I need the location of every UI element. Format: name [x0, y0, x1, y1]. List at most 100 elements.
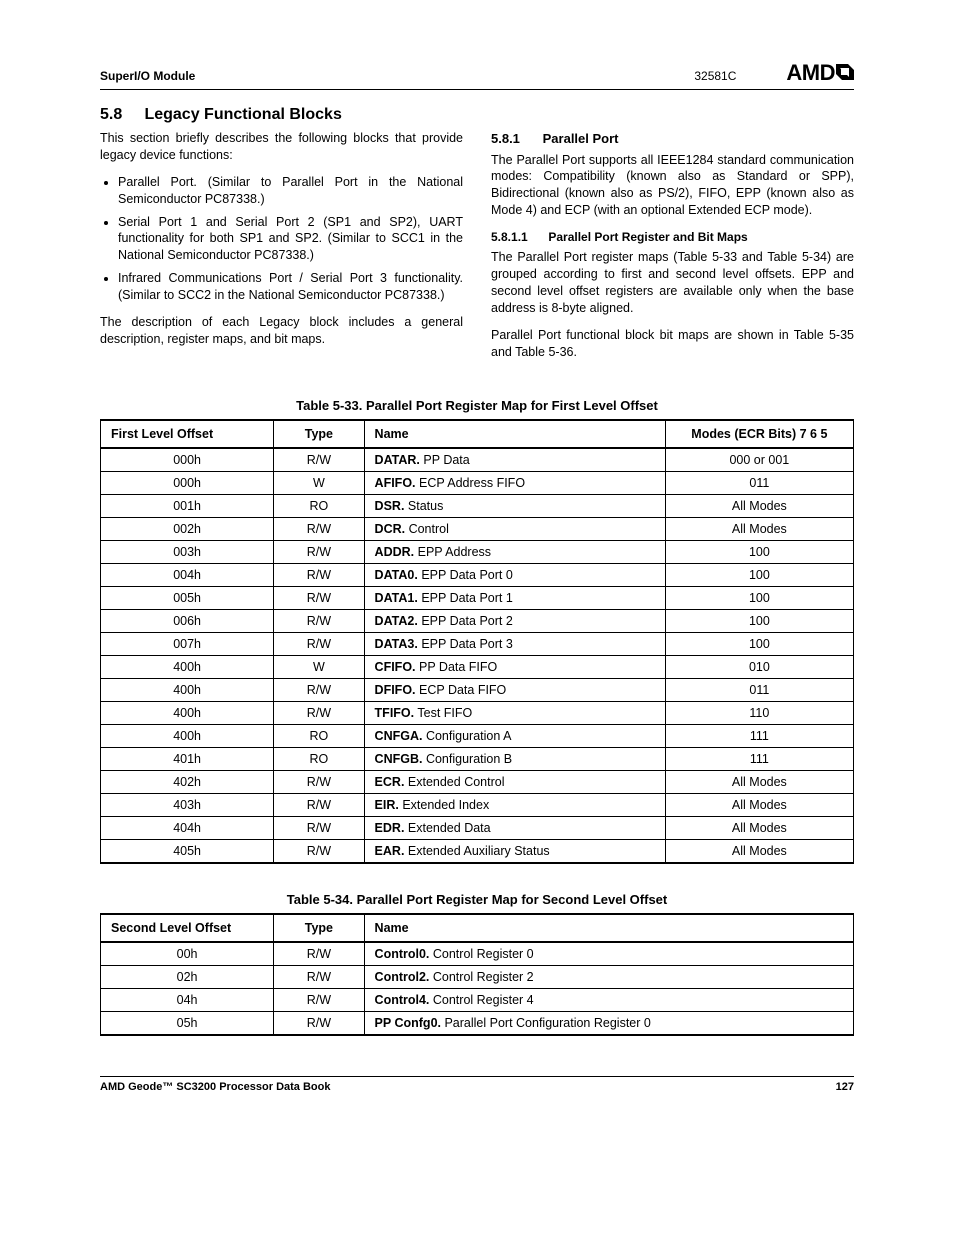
- header-docnum: 32581C: [694, 69, 736, 83]
- table-row: 005hR/WDATA1. EPP Data Port 1100: [101, 587, 854, 610]
- cell-name: TFIFO. Test FIFO: [364, 702, 665, 725]
- table-header-row: Second Level Offset Type Name: [101, 914, 854, 942]
- cell-type: R/W: [274, 771, 364, 794]
- cell-offset: 403h: [101, 794, 274, 817]
- cell-name: DATA0. EPP Data Port 0: [364, 564, 665, 587]
- cell-modes: 110: [665, 702, 853, 725]
- cell-modes: 100: [665, 564, 853, 587]
- cell-name: Control0. Control Register 0: [364, 942, 853, 966]
- subsubsection-heading: 5.8.1.1 Parallel Port Register and Bit M…: [491, 229, 854, 245]
- cell-offset: 004h: [101, 564, 274, 587]
- cell-name: DATA3. EPP Data Port 3: [364, 633, 665, 656]
- bullet-item: Serial Port 1 and Serial Port 2 (SP1 and…: [118, 214, 463, 265]
- cell-offset: 00h: [101, 942, 274, 966]
- cell-type: R/W: [274, 989, 364, 1012]
- cell-type: R/W: [274, 518, 364, 541]
- cell-offset: 400h: [101, 702, 274, 725]
- section-number: 5.8: [100, 106, 140, 124]
- cell-name: Control4. Control Register 4: [364, 989, 853, 1012]
- cell-modes: 100: [665, 541, 853, 564]
- cell-name: EAR. Extended Auxiliary Status: [364, 840, 665, 864]
- cell-type: R/W: [274, 840, 364, 864]
- table-row: 004hR/WDATA0. EPP Data Port 0100: [101, 564, 854, 587]
- subsection-number: 5.8.1: [491, 130, 539, 148]
- col-header: Name: [364, 420, 665, 448]
- cell-modes: All Modes: [665, 495, 853, 518]
- intro-text: This section briefly describes the follo…: [100, 130, 463, 164]
- table-row: 002hR/WDCR. ControlAll Modes: [101, 518, 854, 541]
- cell-type: R/W: [274, 702, 364, 725]
- cell-modes: All Modes: [665, 840, 853, 864]
- page-header: SuperI/O Module 32581C AMD: [100, 60, 854, 90]
- cell-name: PP Confg0. Parallel Port Configuration R…: [364, 1012, 853, 1036]
- cell-type: R/W: [274, 817, 364, 840]
- cell-type: R/W: [274, 679, 364, 702]
- table-row: 00hR/WControl0. Control Register 0: [101, 942, 854, 966]
- cell-offset: 400h: [101, 656, 274, 679]
- cell-type: R/W: [274, 1012, 364, 1036]
- table-34: Second Level Offset Type Name 00hR/WCont…: [100, 913, 854, 1036]
- table-row: 405hR/WEAR. Extended Auxiliary StatusAll…: [101, 840, 854, 864]
- cell-type: R/W: [274, 587, 364, 610]
- cell-name: CNFGA. Configuration A: [364, 725, 665, 748]
- cell-name: AFIFO. ECP Address FIFO: [364, 472, 665, 495]
- after-bullets-text: The description of each Legacy block inc…: [100, 314, 463, 348]
- table-row: 404hR/WEDR. Extended DataAll Modes: [101, 817, 854, 840]
- cell-offset: 000h: [101, 448, 274, 472]
- cell-name: DCR. Control: [364, 518, 665, 541]
- cell-modes: 011: [665, 679, 853, 702]
- header-module: SuperI/O Module: [100, 69, 195, 83]
- cell-offset: 001h: [101, 495, 274, 518]
- subsection-title: Parallel Port: [543, 131, 619, 146]
- cell-offset: 400h: [101, 725, 274, 748]
- cell-type: W: [274, 656, 364, 679]
- table-row: 402hR/WECR. Extended ControlAll Modes: [101, 771, 854, 794]
- footer-left: AMD Geode™ SC3200 Processor Data Book: [100, 1081, 330, 1093]
- table-row: 02hR/WControl2. Control Register 2: [101, 966, 854, 989]
- table-row: 000hWAFIFO. ECP Address FIFO011: [101, 472, 854, 495]
- cell-name: DATA2. EPP Data Port 2: [364, 610, 665, 633]
- cell-offset: 05h: [101, 1012, 274, 1036]
- col-header: Modes (ECR Bits) 7 6 5: [665, 420, 853, 448]
- bullet-list: Parallel Port. (Similar to Parallel Port…: [100, 174, 463, 304]
- cell-type: W: [274, 472, 364, 495]
- cell-offset: 402h: [101, 771, 274, 794]
- cell-name: DATA1. EPP Data Port 1: [364, 587, 665, 610]
- cell-modes: 000 or 001: [665, 448, 853, 472]
- table-row: 401hROCNFGB. Configuration B111: [101, 748, 854, 771]
- cell-modes: All Modes: [665, 817, 853, 840]
- cell-name: Control2. Control Register 2: [364, 966, 853, 989]
- cell-offset: 007h: [101, 633, 274, 656]
- cell-type: RO: [274, 725, 364, 748]
- cell-modes: All Modes: [665, 794, 853, 817]
- cell-offset: 000h: [101, 472, 274, 495]
- col-header: Second Level Offset: [101, 914, 274, 942]
- cell-name: DSR. Status: [364, 495, 665, 518]
- cell-modes: 100: [665, 610, 853, 633]
- cell-type: R/W: [274, 610, 364, 633]
- footer-page-number: 127: [836, 1081, 854, 1093]
- col-header: Type: [274, 914, 364, 942]
- right-column: 5.8.1 Parallel Port The Parallel Port su…: [491, 130, 854, 370]
- cell-modes: All Modes: [665, 518, 853, 541]
- cell-modes: 010: [665, 656, 853, 679]
- paragraph: Parallel Port functional block bit maps …: [491, 327, 854, 361]
- cell-offset: 005h: [101, 587, 274, 610]
- cell-type: RO: [274, 495, 364, 518]
- table-row: 000hR/WDATAR. PP Data000 or 001: [101, 448, 854, 472]
- table-row: 403hR/WEIR. Extended IndexAll Modes: [101, 794, 854, 817]
- bullet-item: Parallel Port. (Similar to Parallel Port…: [118, 174, 463, 208]
- left-column: This section briefly describes the follo…: [100, 130, 463, 370]
- table-row: 04hR/WControl4. Control Register 4: [101, 989, 854, 1012]
- table-row: 05hR/WPP Confg0. Parallel Port Configura…: [101, 1012, 854, 1036]
- cell-name: EDR. Extended Data: [364, 817, 665, 840]
- cell-offset: 002h: [101, 518, 274, 541]
- cell-offset: 02h: [101, 966, 274, 989]
- cell-modes: 111: [665, 748, 853, 771]
- col-header: Type: [274, 420, 364, 448]
- cell-modes: 011: [665, 472, 853, 495]
- subsubsection-number: 5.8.1.1: [491, 229, 545, 245]
- page-footer: AMD Geode™ SC3200 Processor Data Book 12…: [100, 1076, 854, 1093]
- cell-name: DFIFO. ECP Data FIFO: [364, 679, 665, 702]
- cell-name: EIR. Extended Index: [364, 794, 665, 817]
